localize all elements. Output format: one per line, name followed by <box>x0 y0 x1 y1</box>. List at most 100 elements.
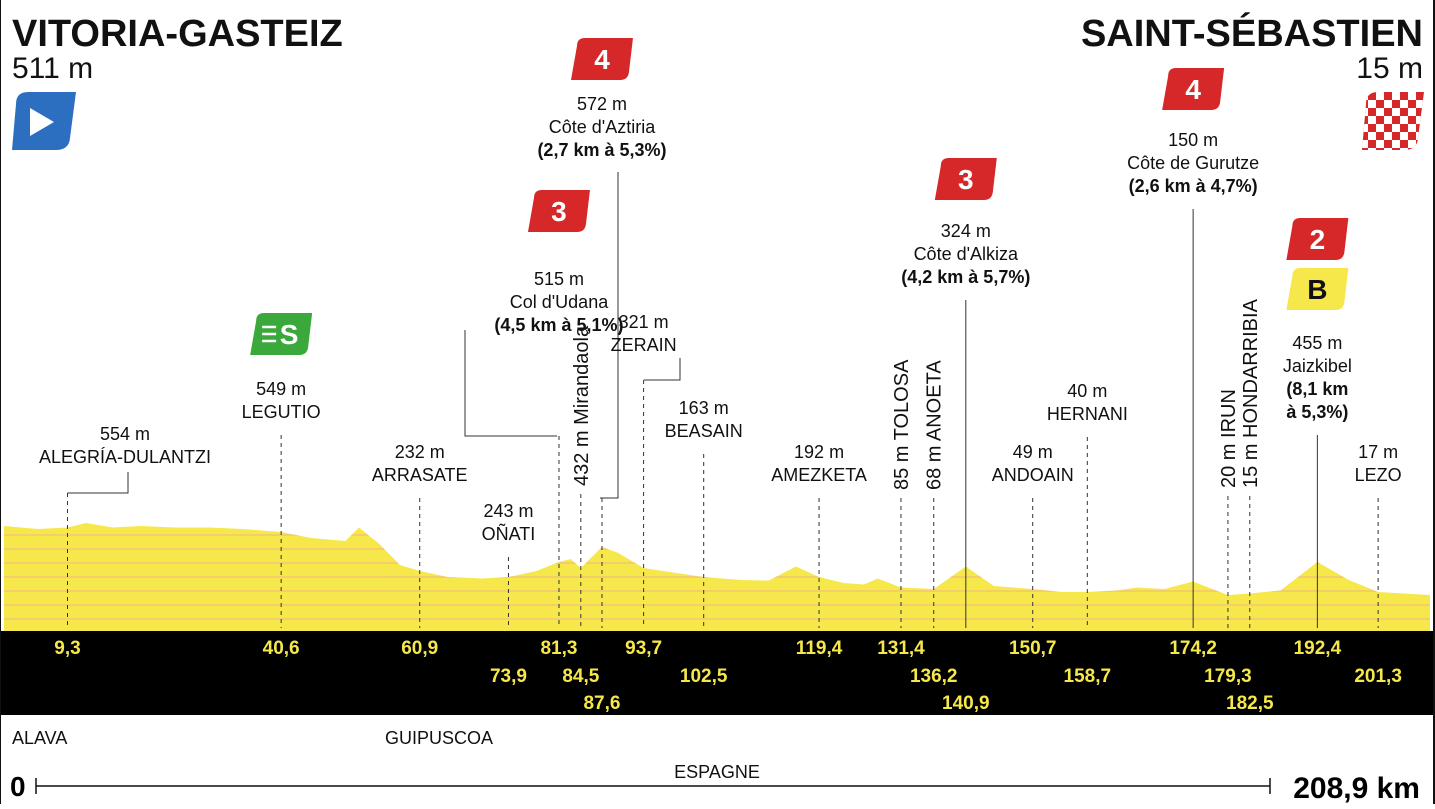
waypoint-name: OÑATI <box>482 523 536 544</box>
waypoint-altitude: 515 m <box>534 269 584 289</box>
badge-shape <box>1162 68 1225 110</box>
flag-check <box>1416 132 1424 140</box>
waypoint-vertical-label: 68 m ANOETA <box>924 360 946 490</box>
waypoint-altitude: 243 m <box>483 501 533 521</box>
flag-check <box>1368 116 1376 124</box>
badge-number: 4 <box>1185 74 1201 105</box>
waypoint-altitude: 163 m <box>679 398 729 418</box>
region-alava: ALAVA <box>12 728 67 748</box>
distance-label: 150,7 <box>1009 638 1057 659</box>
distance-label: 192,4 <box>1294 638 1342 659</box>
waypoint-name: AMEZKETA <box>771 465 867 485</box>
flag-check <box>1392 92 1400 100</box>
distance-label: 93,7 <box>625 638 662 659</box>
distance-labels: 9,3 40,6 60,9 73,9 81,3 84,5 87,6 93,7 102,5 119,… <box>54 638 1402 714</box>
waypoint-name: BEASAIN <box>665 421 743 441</box>
climb-detail: (4,2 km à 5,7%) <box>901 267 1030 287</box>
distance-label: 40,6 <box>263 638 300 659</box>
category-badge-icon: 2 <box>1286 218 1349 260</box>
flag-check <box>1376 108 1384 116</box>
waypoint: 554 m ALEGRÍA-DULANTZI <box>39 424 211 628</box>
flag-check <box>1408 124 1416 132</box>
waypoint: 321 m ZERAIN <box>611 312 681 628</box>
waypoint-leader <box>67 472 129 494</box>
flag-check <box>1400 148 1408 150</box>
climb-detail: (8,1 km <box>1286 379 1348 399</box>
waypoint-leader <box>600 172 619 499</box>
waypoint-name: Col d'Udana <box>510 292 609 312</box>
waypoint-altitude: 150 m <box>1168 130 1218 150</box>
waypoint-altitude: 455 m <box>1292 333 1342 353</box>
flag-check <box>1384 100 1392 108</box>
start-city: VITORIA-GASTEIZ <box>12 13 343 55</box>
start-altitude: 511 m <box>12 52 93 85</box>
distance-label: 73,9 <box>490 666 527 687</box>
flag-check <box>1384 148 1392 150</box>
waypoint: 17 m LEZO <box>1355 442 1402 628</box>
distance-label: 140,9 <box>942 693 990 714</box>
distance-label: 87,6 <box>583 693 620 714</box>
flag-check <box>1392 108 1400 116</box>
waypoint-name: Côte de Gurutze <box>1127 153 1259 173</box>
flag-check <box>1408 108 1416 116</box>
finish-flag-icon <box>1362 92 1424 150</box>
distance-label: 182,5 <box>1226 693 1274 714</box>
waypoint-name: ZERAIN <box>611 335 677 355</box>
distance-label: 201,3 <box>1354 666 1402 687</box>
waypoint-vertical-label: 432 m Mirandaola <box>571 325 593 486</box>
distance-label: 119,4 <box>796 638 843 659</box>
flag-check <box>1362 92 1368 100</box>
region-guipuscoa: GUIPUSCOA <box>385 728 493 748</box>
badge-shape <box>250 313 313 355</box>
distance-label: 174,2 <box>1169 638 1217 659</box>
flag-check <box>1392 140 1400 148</box>
distance-label: 179,3 <box>1204 666 1252 687</box>
flag-check <box>1384 116 1392 124</box>
waypoint: 549 m LEGUTIO S <box>242 313 321 628</box>
climb-detail: (2,7 km à 5,3%) <box>537 140 666 160</box>
start-flag-icon <box>12 92 76 150</box>
waypoint-altitude: 324 m <box>941 221 991 241</box>
waypoint-name: LEZO <box>1355 465 1402 485</box>
distance-label: 158,7 <box>1064 666 1112 687</box>
waypoint-name: Jaizkibel <box>1283 356 1352 376</box>
waypoint-vertical-label: 20 m IRUN <box>1218 389 1240 488</box>
waypoint: 20 m IRUN <box>1218 389 1240 628</box>
waypoint: 150 m Côte de Gurutze (2,6 km à 4,7%) 4 <box>1127 68 1259 628</box>
badge-shape <box>527 190 590 232</box>
waypoint: 515 m Col d'Udana (4,5 km à 5,1%) 3 <box>464 190 624 628</box>
distance-label: 102,5 <box>680 666 728 687</box>
waypoint-altitude: 572 m <box>577 94 627 114</box>
waypoint: 15 m HONDARRIBIA <box>1240 298 1262 628</box>
waypoint: 324 m Côte d'Alkiza (4,2 km à 5,7%) 3 <box>901 158 1030 628</box>
flag-check <box>1368 100 1376 108</box>
waypoint-name: ANDOAIN <box>992 465 1074 485</box>
flag-check <box>1362 140 1368 148</box>
category-badge-icon: 4 <box>570 38 633 80</box>
flag-check <box>1362 108 1368 116</box>
waypoint-name: Côte d'Alkiza <box>914 244 1019 264</box>
distance-label: 136,2 <box>910 666 958 687</box>
climb-detail: (2,6 km à 4,7%) <box>1129 176 1258 196</box>
distance-start-label: 0 <box>10 771 26 802</box>
waypoint-leader <box>644 358 681 381</box>
waypoint: 192 m AMEZKETA <box>771 442 867 628</box>
waypoint-altitude: 549 m <box>256 379 306 399</box>
distance-label: 131,4 <box>877 638 925 659</box>
flag-check <box>1400 132 1408 140</box>
waypoints: 554 m ALEGRÍA-DULANTZI 549 m LEGUTIO S 232 m A… <box>39 38 1402 628</box>
waypoint-altitude: 554 m <box>100 424 150 444</box>
waypoint-vertical-label: 85 m TOLOSA <box>891 359 913 490</box>
flag-check <box>1368 132 1376 140</box>
flag-check <box>1400 116 1408 124</box>
profile-area <box>4 523 1430 631</box>
waypoint-name: LEGUTIO <box>242 402 321 422</box>
distance-label: 84,5 <box>562 666 599 687</box>
waypoint: 432 m Mirandaola <box>571 325 593 628</box>
badge-shape <box>934 158 997 200</box>
distance-label: 81,3 <box>540 638 577 659</box>
climb-detail: à 5,3%) <box>1286 402 1348 422</box>
waypoint-altitude: 232 m <box>395 442 445 462</box>
